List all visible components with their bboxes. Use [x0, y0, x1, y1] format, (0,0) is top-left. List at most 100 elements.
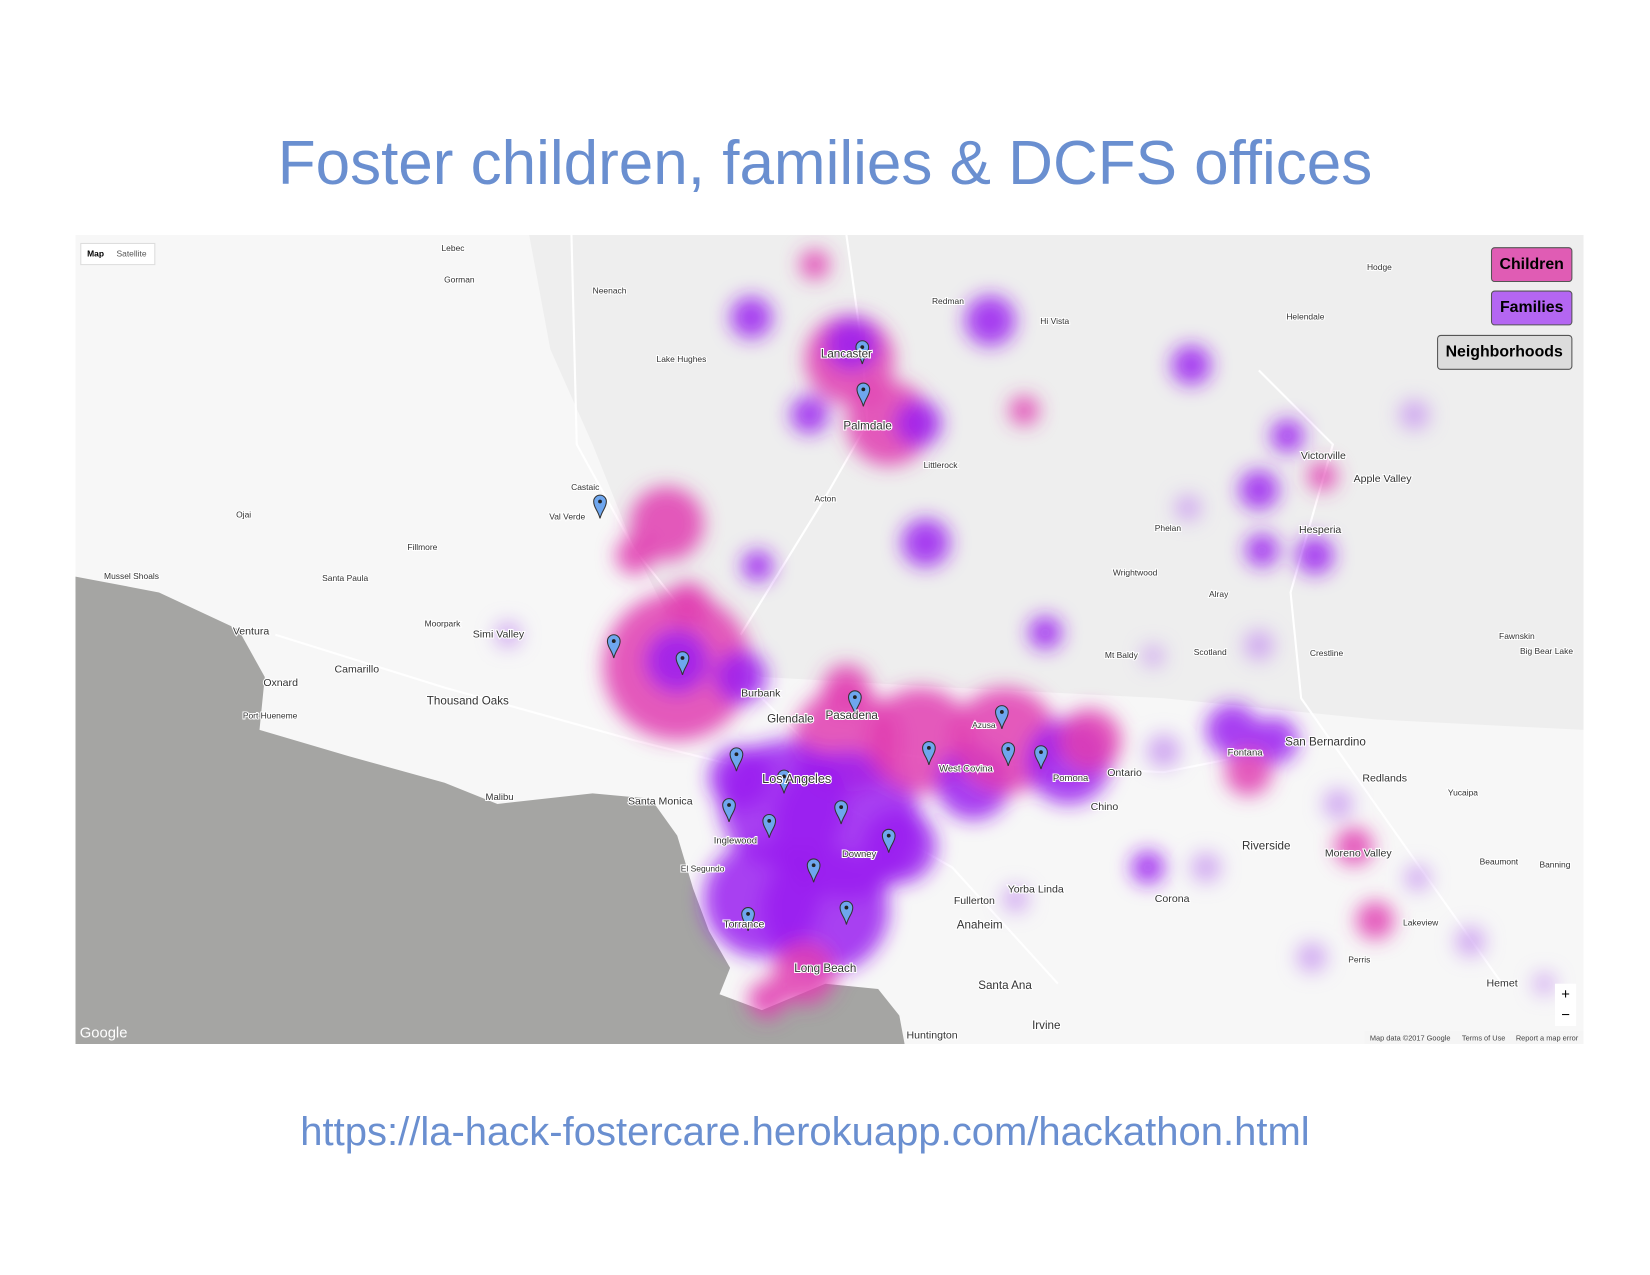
heat-blob — [1002, 886, 1029, 912]
report-link[interactable]: Report a map error — [1516, 1034, 1579, 1043]
heat-blob — [1245, 533, 1279, 568]
place-label: Torrance — [723, 918, 764, 930]
place-label: Corona — [1155, 893, 1190, 905]
place-label: Malibu — [486, 792, 514, 803]
place-label: Neenach — [593, 285, 627, 295]
office-marker — [881, 828, 896, 853]
place-label: Val Verde — [549, 512, 585, 522]
ocean — [75, 576, 905, 1044]
button-label[interactable]: Children — [1500, 256, 1564, 273]
place-label: Pomona — [1053, 773, 1089, 784]
families-button[interactable] — [1490, 290, 1573, 326]
heat-blob — [495, 622, 521, 648]
heat-blob — [1009, 395, 1039, 426]
heatmap — [495, 249, 1555, 1019]
heat-blob — [1142, 645, 1164, 667]
zoom-control — [1554, 983, 1577, 1027]
marker-dot — [746, 912, 750, 916]
place-label: Mussel Shoals — [104, 571, 159, 581]
heat-blob — [1270, 419, 1305, 453]
place-label: Moreno Valley — [1325, 847, 1392, 859]
place-label: Acton — [814, 494, 836, 504]
place-label: Hi Vista — [1040, 316, 1069, 326]
place-label: Scotland — [1194, 647, 1227, 657]
place-label: Apple Valley — [1354, 473, 1413, 485]
office-marker — [1001, 742, 1016, 767]
zoom-out[interactable]: − — [1561, 1007, 1570, 1023]
marker-dot — [680, 656, 685, 660]
place-label: West Covina — [939, 764, 993, 775]
button-label[interactable]: Neighborhoods — [1446, 344, 1563, 361]
heat-blob — [761, 846, 889, 974]
slide-url[interactable]: https://la-hack-fostercare.herokuapp.com… — [300, 1110, 1310, 1154]
heat-blob — [790, 395, 829, 434]
place-label: Fawnskin — [1499, 631, 1535, 641]
heat-blob — [1399, 399, 1430, 430]
heat-blob — [1238, 469, 1279, 510]
place-label: Redlands — [1362, 772, 1407, 784]
marker-dot — [782, 774, 786, 779]
place-label: Ojai — [236, 509, 251, 519]
place-label: Moorpark — [425, 618, 461, 628]
heat-blob — [615, 536, 654, 575]
office-marker — [834, 800, 849, 825]
place-label: El Segundo — [681, 864, 725, 874]
office-marker — [741, 907, 755, 931]
button-label[interactable]: Families — [1500, 299, 1564, 316]
place-label: Phelan — [1155, 523, 1182, 533]
office-marker — [675, 651, 690, 676]
place-label: Hodge — [1367, 262, 1392, 272]
office-marker — [995, 705, 1009, 729]
heat-blob — [1057, 708, 1122, 773]
office-marker — [1034, 745, 1048, 770]
heat-blob — [772, 941, 836, 1005]
office-marker — [606, 634, 621, 659]
marker-dot — [811, 863, 816, 868]
heat-blob — [1356, 901, 1395, 940]
attribution: Map data ©2017 Google — [1370, 1034, 1451, 1043]
marker-dot — [861, 387, 866, 392]
place-label: Ontario — [1107, 767, 1142, 779]
heat-blob — [964, 295, 1016, 347]
place-label: Long Beach — [794, 962, 856, 975]
place-label: Yorba Linda — [1008, 883, 1064, 895]
place-label: Ventura — [233, 625, 270, 637]
marker-dot — [727, 803, 731, 807]
marker-dot — [767, 818, 772, 823]
place-label: Santa Ana — [978, 979, 1032, 992]
place-label: Anaheim — [957, 919, 1003, 932]
heat-blob — [748, 980, 787, 1019]
place-label: Chino — [1091, 801, 1119, 813]
office-marker — [806, 858, 821, 883]
place-label: Littlerock — [924, 460, 959, 470]
office-marker — [839, 900, 854, 925]
place-label: Helendale — [1286, 312, 1324, 322]
place-label: Oxnard — [263, 677, 298, 689]
zoom-in[interactable]: + — [1561, 987, 1570, 1003]
marker-dot — [734, 752, 739, 757]
map-type-button[interactable]: Map — [87, 248, 104, 258]
map-type-button[interactable]: Satellite — [117, 248, 147, 258]
place-label: Downey — [842, 849, 877, 860]
heat-blob — [1146, 734, 1181, 768]
children-button[interactable] — [1490, 247, 1573, 283]
place-label: Big Bear Lake — [1520, 646, 1573, 656]
place-label: Port Hueneme — [243, 710, 298, 720]
heat-blob — [708, 745, 773, 810]
heat-blob — [1244, 630, 1274, 661]
office-marker — [593, 494, 607, 519]
place-label: Beaumont — [1480, 856, 1519, 866]
office-markers — [593, 340, 1048, 931]
terms-link[interactable]: Terms of Use — [1462, 1034, 1506, 1043]
heat-blob — [1205, 703, 1259, 757]
place-label: Irvine — [1032, 1019, 1060, 1032]
heat-blob — [901, 518, 951, 568]
heat-blob — [825, 317, 879, 371]
place-label: Mt Baldy — [1105, 650, 1139, 660]
heat-blob — [862, 809, 937, 884]
place-label: Fontana — [1228, 748, 1264, 759]
map[interactable]: Lancaster Palmdale Castaic Val Verde Simi Va… — [75, 235, 1584, 1044]
heat-blob — [730, 296, 773, 339]
place-label: Hemet — [1487, 978, 1518, 990]
neighborhoods-button[interactable] — [1437, 334, 1573, 370]
